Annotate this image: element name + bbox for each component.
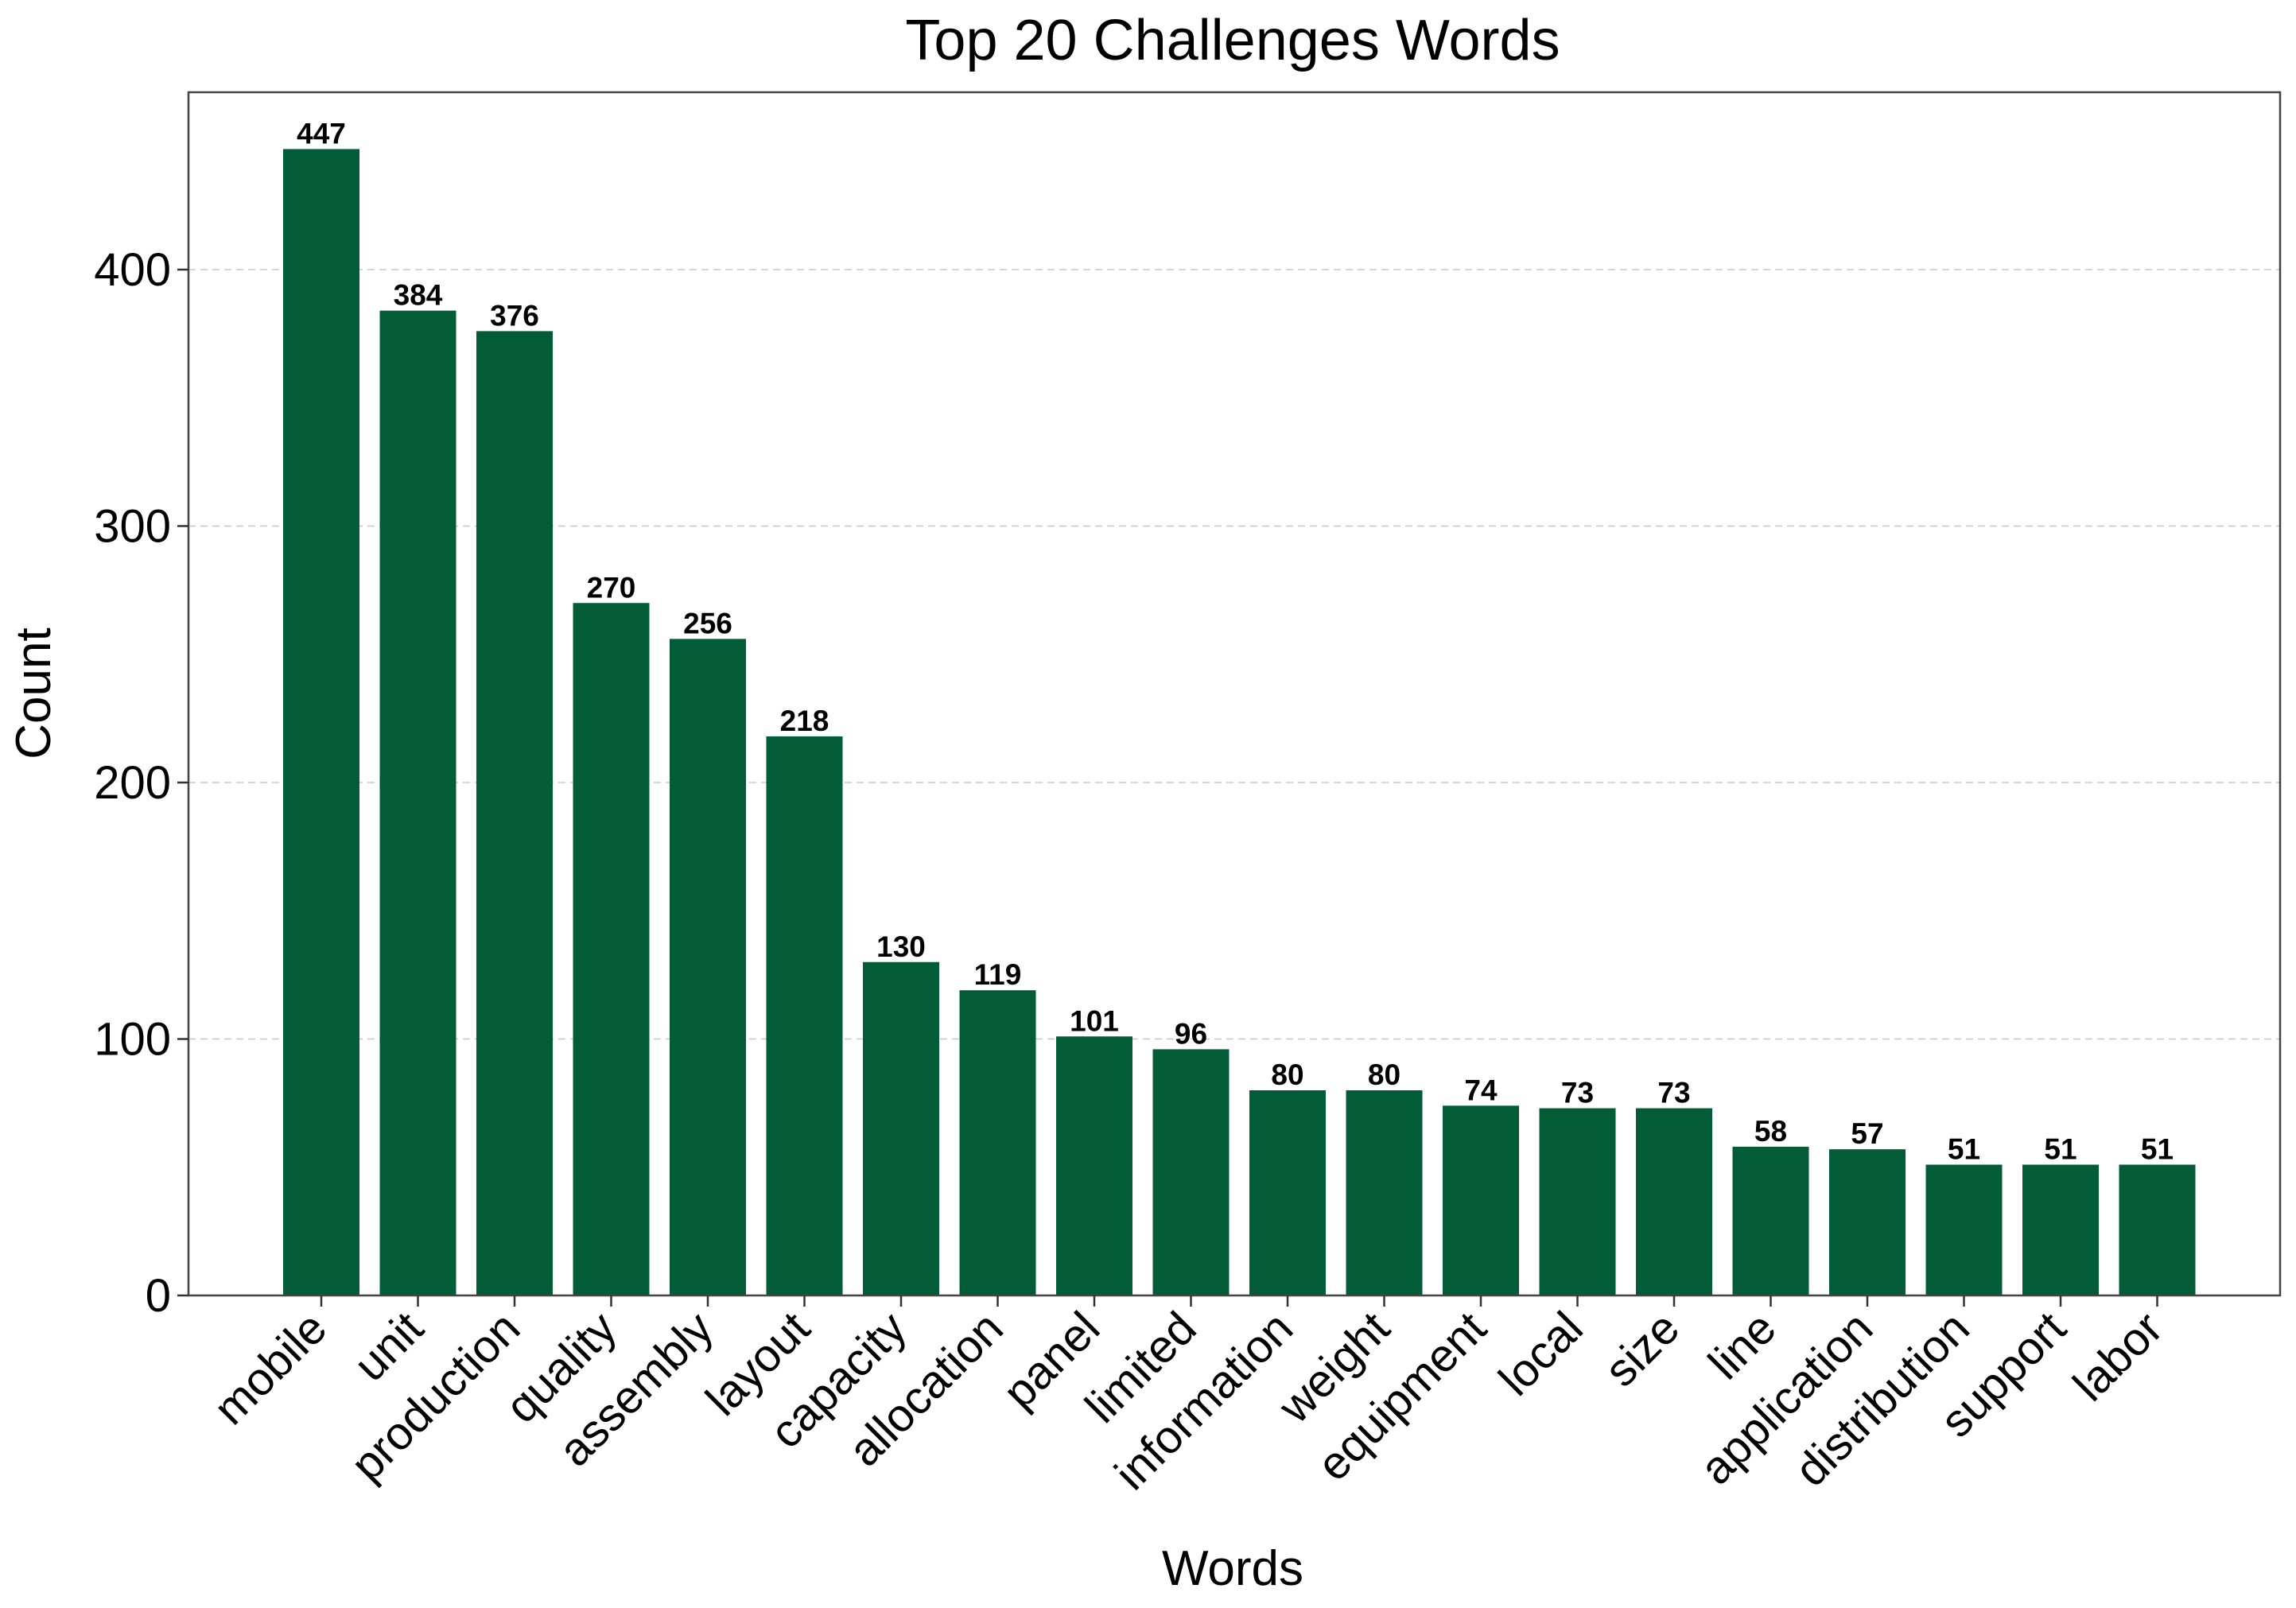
x-tick-label-local: local [1489, 1302, 1592, 1405]
value-label-capacity: 130 [876, 930, 926, 963]
plot-frame [187, 91, 2282, 1297]
value-label-weight: 80 [1368, 1058, 1401, 1091]
value-label-layout: 218 [780, 705, 829, 737]
y-tick-label: 100 [94, 1014, 171, 1066]
bar-capacity [863, 961, 939, 1295]
value-labels: 447 384 376 270 256 218 130 119 101 96 80 80 74 73 73 5… [297, 117, 2174, 1165]
bar-unit [379, 310, 456, 1296]
value-label-production: 376 [490, 299, 539, 332]
value-label-line: 58 [1754, 1115, 1787, 1148]
bar-local [1539, 1108, 1616, 1295]
y-tick-label: 300 [94, 501, 171, 553]
bar-allocation [959, 990, 1036, 1295]
bar-panel [1056, 1036, 1132, 1295]
bar-quality [573, 603, 650, 1295]
y-axis-ticks: 0 100 200 300 400 [94, 244, 188, 1322]
value-label-information: 80 [1271, 1058, 1303, 1091]
bar-weight [1346, 1090, 1423, 1295]
y-tick-label: 400 [94, 244, 171, 296]
y-tick-label: 0 [146, 1270, 171, 1322]
bar-distribution [1925, 1164, 2003, 1295]
value-label-labor: 51 [2141, 1133, 2174, 1166]
value-label-local: 73 [1561, 1077, 1594, 1109]
x-axis-label: Words [1162, 1541, 1303, 1596]
bar-limited [1152, 1049, 1230, 1295]
value-label-quality: 270 [587, 571, 636, 604]
value-label-size: 73 [1657, 1077, 1690, 1109]
value-label-panel: 101 [1070, 1004, 1119, 1037]
y-tick-label: 200 [94, 757, 171, 809]
value-label-allocation: 119 [974, 958, 1022, 991]
bars [283, 149, 2196, 1296]
bar-size [1636, 1108, 1712, 1295]
value-label-mobile: 447 [297, 117, 346, 150]
value-label-limited: 96 [1175, 1017, 1207, 1050]
x-tick-label-labor: labor [2064, 1302, 2173, 1411]
bar-labor [2119, 1164, 2196, 1295]
bar-support [2022, 1164, 2099, 1295]
y-axis-label: Count [6, 627, 61, 759]
chart-title: Top 20 Challenges Words [905, 9, 1560, 72]
bar-information [1249, 1090, 1326, 1295]
bar-application [1829, 1149, 1906, 1295]
value-label-assembly: 256 [683, 607, 732, 639]
x-tick-label-size: size [1595, 1302, 1689, 1396]
x-axis-ticks: mobile unitproductionqualityassemblylayou… [204, 1295, 2173, 1500]
value-label-support: 51 [2044, 1133, 2077, 1166]
x-tick-label-mobile: mobile [204, 1302, 336, 1435]
value-label-unit: 384 [394, 279, 443, 312]
bar-assembly [670, 639, 746, 1295]
value-label-distribution: 51 [1948, 1133, 1980, 1166]
value-label-application: 57 [1851, 1117, 1883, 1150]
value-label-equipment: 74 [1464, 1074, 1498, 1106]
bar-production [476, 331, 553, 1295]
bar-line [1732, 1146, 1809, 1295]
bar-layout [766, 736, 843, 1295]
bar-equipment [1443, 1105, 1519, 1295]
bar-mobile [283, 149, 359, 1295]
